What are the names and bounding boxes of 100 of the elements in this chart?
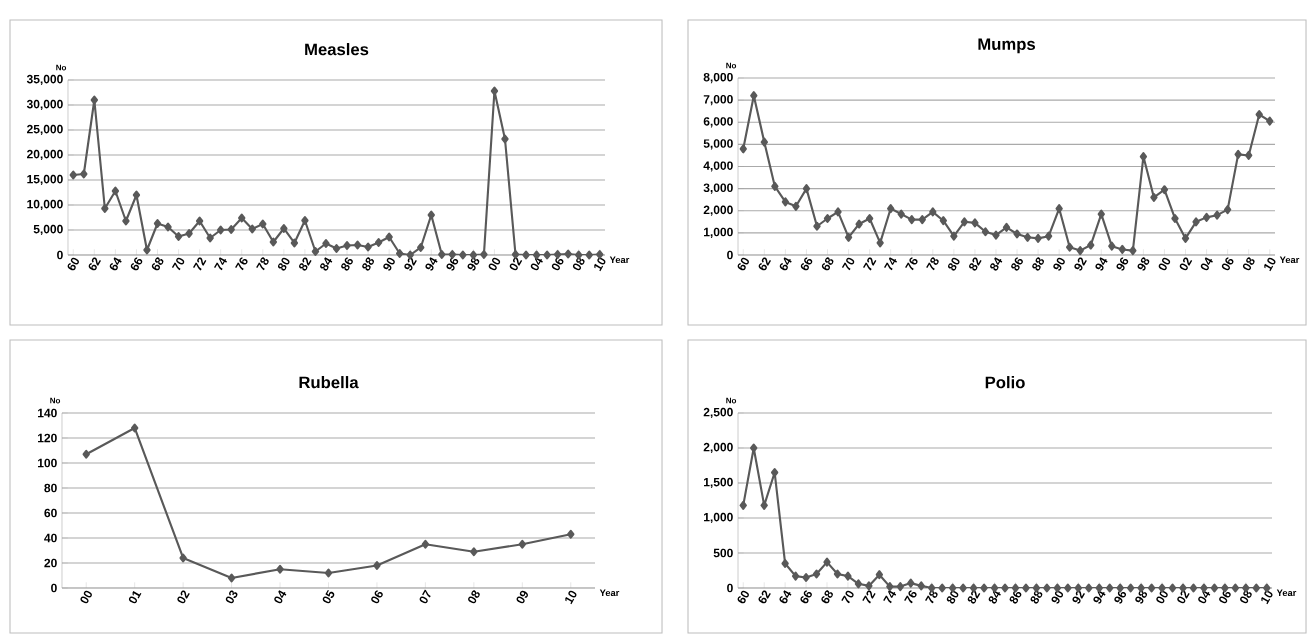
x-tick-label: 60 (737, 257, 749, 271)
point (564, 249, 572, 259)
point (217, 225, 225, 235)
y-tick-label: 10,000 (27, 199, 63, 211)
chart-title: Rubella (299, 376, 359, 389)
point (1223, 205, 1232, 215)
point (301, 215, 309, 226)
point (522, 250, 530, 260)
y-tick-label: 80 (44, 483, 57, 493)
point (238, 213, 246, 223)
point (771, 181, 779, 191)
point (585, 250, 593, 260)
point (802, 184, 811, 194)
y-tick-label: 0 (57, 250, 63, 260)
x-tick-label: 02 (509, 257, 523, 271)
y-tick-label: 1,000 (704, 227, 733, 238)
point (353, 240, 362, 250)
x-tick-label: 62 (758, 257, 772, 271)
x-tick-label: 76 (904, 590, 917, 604)
point (385, 232, 393, 242)
point (781, 558, 789, 569)
x-tick-label: 92 (1072, 590, 1085, 604)
point (760, 137, 768, 147)
point (981, 227, 990, 237)
point (374, 237, 383, 248)
y-tick-label: 25,000 (27, 124, 63, 136)
x-axis-title: Year (599, 589, 620, 597)
y-axis-title: No (56, 64, 67, 71)
point (1192, 217, 1200, 227)
x-tick-label: 10 (1261, 590, 1273, 605)
x-tick-label: 10 (1264, 257, 1276, 272)
point (1255, 109, 1263, 120)
y-tick-label: 20 (44, 558, 57, 568)
y-tick-label: 4,000 (703, 161, 733, 172)
point (1001, 583, 1009, 593)
x-tick-label: 66 (130, 257, 143, 271)
point (960, 217, 969, 227)
y-tick-label: 20,000 (27, 149, 63, 161)
point (1055, 204, 1063, 214)
x-tick-label: 76 (905, 257, 918, 271)
point (111, 186, 120, 196)
point (195, 216, 204, 226)
x-tick-label: 98 (1135, 590, 1148, 604)
point (1171, 213, 1179, 224)
point (897, 209, 905, 219)
x-tick-label: 84 (988, 590, 1001, 604)
x-axis-title: Year (609, 256, 630, 264)
point (1147, 583, 1156, 593)
x-tick-label: 08 (468, 590, 480, 604)
point (959, 583, 967, 593)
x-tick-label: 76 (235, 257, 248, 271)
point (834, 207, 842, 217)
y-tick-label: 2,500 (703, 407, 733, 419)
point (480, 249, 488, 260)
point (122, 216, 130, 226)
point (343, 240, 351, 251)
point (324, 568, 333, 578)
point (396, 248, 404, 259)
point (908, 215, 916, 225)
point (823, 557, 831, 567)
point (290, 238, 299, 248)
point (459, 250, 467, 260)
chart-title: Polio (985, 376, 1025, 389)
point (1118, 244, 1127, 254)
x-tick-label: 70 (841, 257, 855, 271)
x-tick-label: 04 (274, 590, 287, 604)
y-tick-label: 35,000 (26, 74, 63, 86)
point (1023, 232, 1032, 242)
y-tick-label: 8,000 (703, 72, 733, 84)
x-tick-label: 01 (128, 591, 142, 604)
y-tick-label: 1,000 (704, 512, 733, 524)
point (1189, 583, 1198, 593)
x-tick-label: 90 (1053, 257, 1065, 271)
point (865, 581, 873, 591)
x-tick-label: 06 (371, 590, 383, 604)
x-tick-label: 62 (758, 590, 771, 604)
point (567, 529, 575, 539)
x-tick-label: 88 (1032, 257, 1045, 271)
point (917, 581, 925, 591)
x-tick-label: 02 (1179, 257, 1193, 271)
x-tick-label: 04 (530, 257, 543, 271)
point (82, 449, 90, 459)
y-tick-label: 3,000 (703, 183, 733, 194)
point (206, 233, 214, 243)
x-tick-label: 72 (862, 590, 876, 604)
point (164, 222, 172, 232)
x-tick-label: 03 (225, 590, 238, 604)
point (739, 500, 747, 510)
point (823, 213, 832, 224)
point (1043, 583, 1051, 593)
y-tick-label: 40 (44, 533, 57, 543)
y-tick-label: 500 (713, 548, 733, 558)
chart-title: Mumps (978, 38, 1036, 54)
x-tick-label: 78 (926, 257, 939, 271)
y-tick-label: 6,000 (703, 117, 733, 128)
point (1168, 583, 1177, 593)
point (143, 245, 151, 255)
point (185, 228, 193, 239)
point (1013, 229, 1021, 239)
point (427, 210, 435, 220)
